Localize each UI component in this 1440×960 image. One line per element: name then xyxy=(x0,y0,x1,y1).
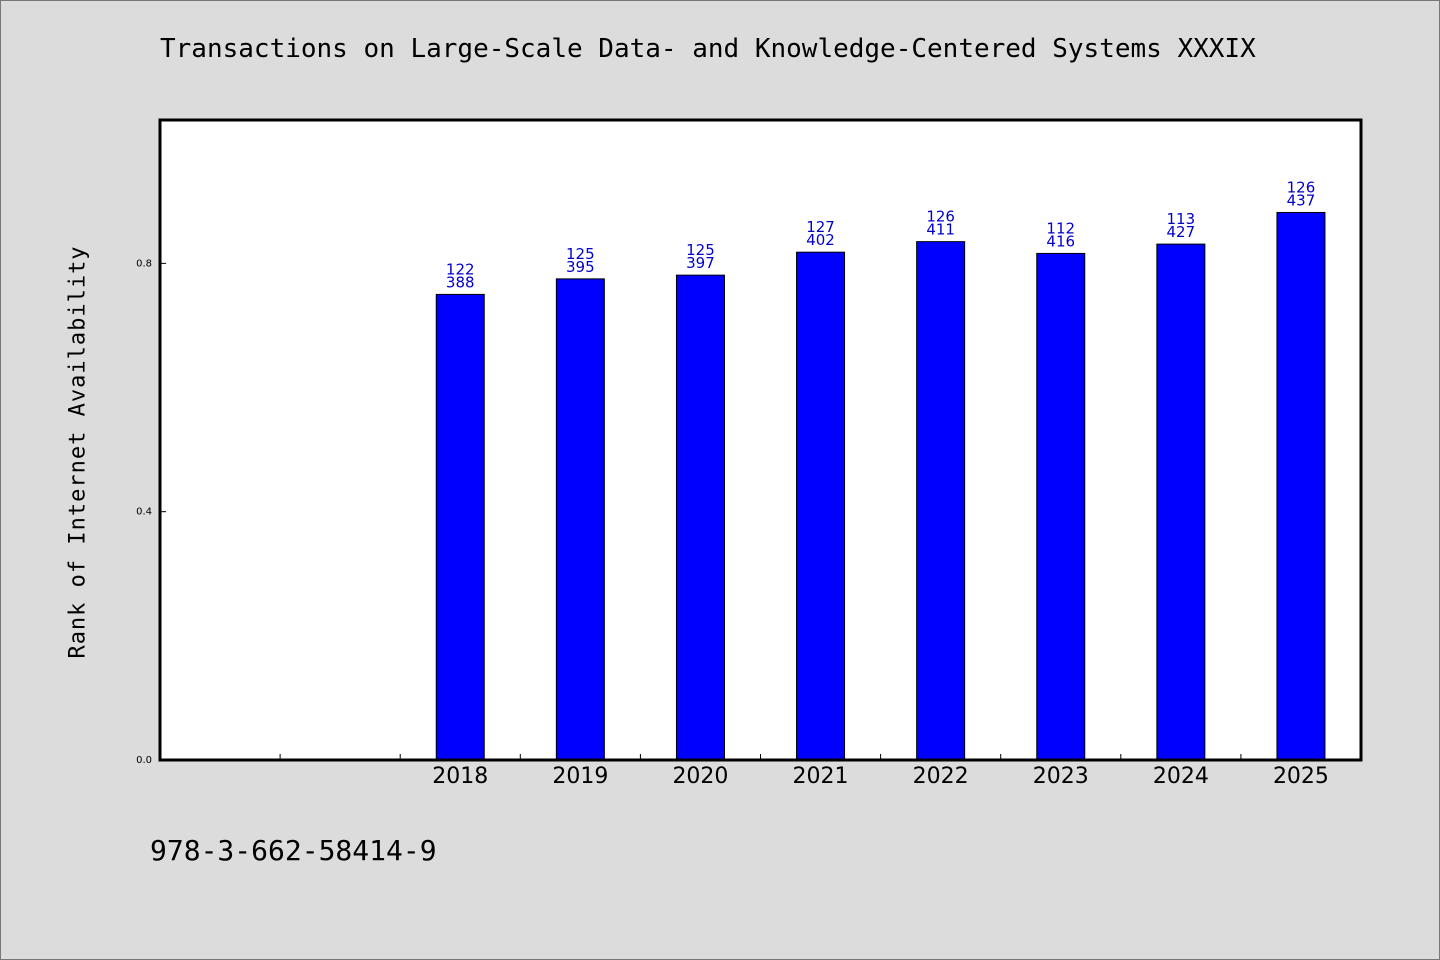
data-label: 127 xyxy=(806,218,835,236)
x-tick-label: 2020 xyxy=(672,764,728,789)
y-tick-label: 0.8 xyxy=(136,258,152,269)
y-tick-label: 0.4 xyxy=(136,507,152,518)
x-tick-label: 2022 xyxy=(913,764,969,789)
x-tick-label: 2021 xyxy=(793,764,849,789)
data-label: 427 xyxy=(1167,223,1196,241)
data-label: 397 xyxy=(686,254,715,272)
data-label: 125 xyxy=(686,241,715,259)
x-tick-label: 2018 xyxy=(432,764,488,789)
bar xyxy=(675,274,725,761)
x-tick-label: 2024 xyxy=(1153,764,1209,789)
plot-border xyxy=(158,118,1363,762)
data-label: 416 xyxy=(1046,232,1075,250)
bar xyxy=(435,293,485,761)
data-label: 112 xyxy=(1046,219,1075,237)
bar xyxy=(1036,252,1086,761)
chart-title: Transactions on Large-Scale Data- and Kn… xyxy=(160,34,1256,64)
x-tick-label: 2019 xyxy=(552,764,608,789)
data-label: 402 xyxy=(806,231,835,249)
bar xyxy=(1156,243,1206,761)
data-label: 122 xyxy=(446,260,475,278)
data-label: 125 xyxy=(566,245,595,263)
data-label: 411 xyxy=(926,221,955,239)
bar xyxy=(555,278,605,761)
bar xyxy=(916,241,966,761)
data-label: 126 xyxy=(926,208,955,226)
bar xyxy=(796,251,846,761)
data-label: 437 xyxy=(1287,191,1316,209)
y-tick-label: 0.0 xyxy=(136,755,152,766)
data-label: 388 xyxy=(446,273,475,291)
data-label: 395 xyxy=(566,258,595,276)
data-label: 113 xyxy=(1167,210,1196,228)
x-tick-label: 2023 xyxy=(1033,764,1089,789)
x-tick-label: 2025 xyxy=(1273,764,1329,789)
data-label: 126 xyxy=(1287,178,1316,196)
isbn-text: 978-3-662-58414-9 xyxy=(150,834,437,867)
bar xyxy=(1276,211,1326,761)
